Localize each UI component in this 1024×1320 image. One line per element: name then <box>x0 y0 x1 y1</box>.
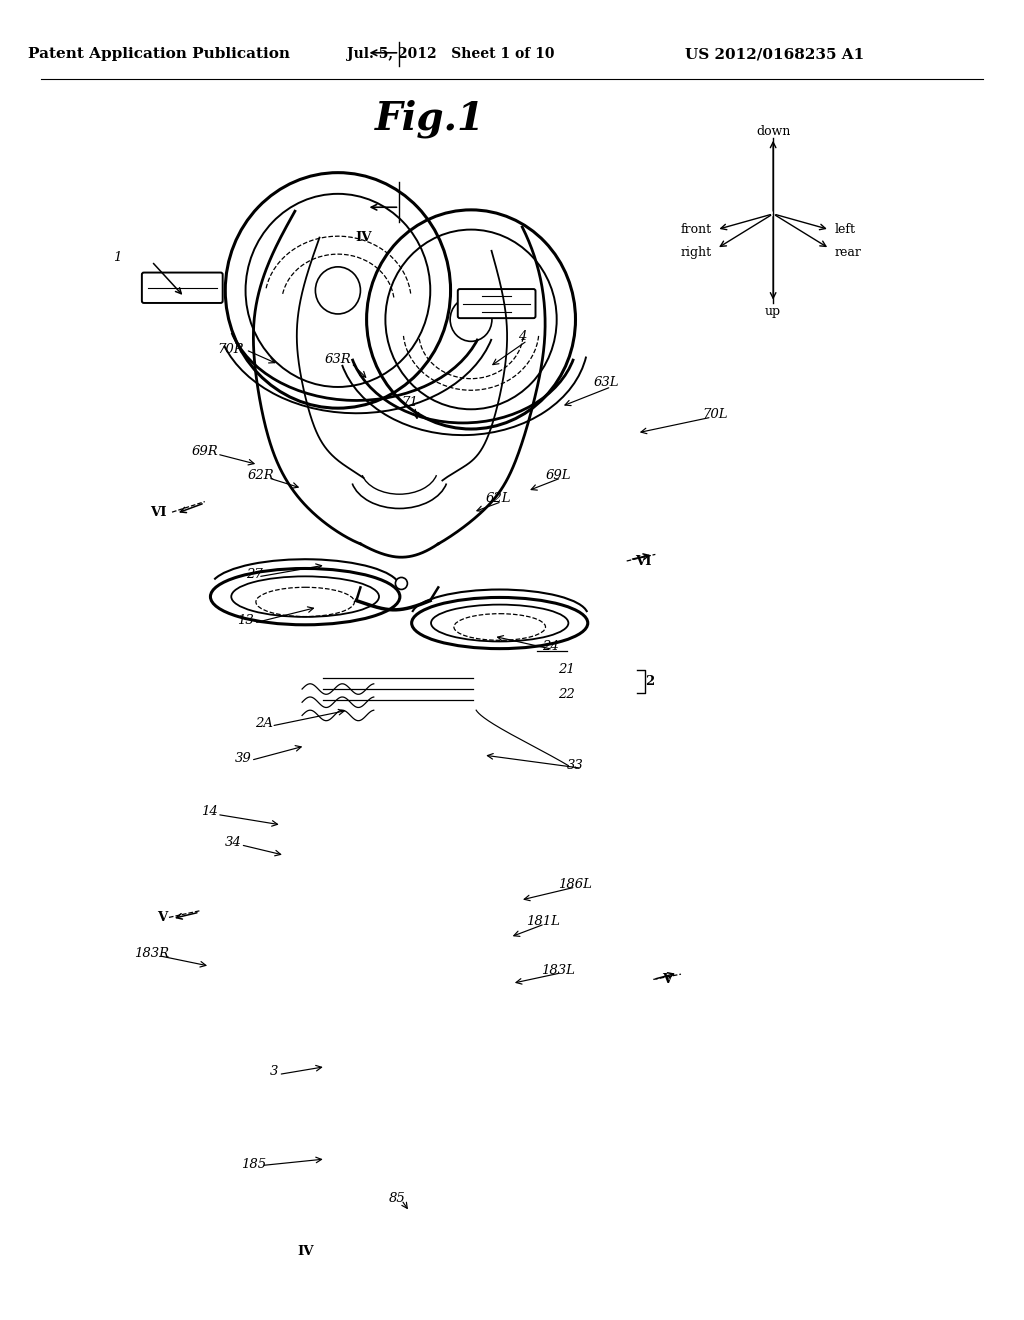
Text: down: down <box>756 124 791 137</box>
Text: 69R: 69R <box>191 445 218 458</box>
Text: 71: 71 <box>401 396 418 409</box>
Text: 4: 4 <box>518 330 526 343</box>
Text: VI: VI <box>635 554 651 568</box>
Text: 69L: 69L <box>546 469 570 482</box>
Text: front: front <box>680 223 712 236</box>
Text: rear: rear <box>835 247 861 259</box>
FancyBboxPatch shape <box>142 272 222 304</box>
Text: V: V <box>663 973 673 986</box>
Text: 70L: 70L <box>702 408 727 421</box>
Text: 62L: 62L <box>486 492 511 506</box>
Text: 39: 39 <box>236 752 252 766</box>
Text: US 2012/0168235 A1: US 2012/0168235 A1 <box>684 48 864 61</box>
Text: 70R: 70R <box>217 343 244 356</box>
Text: Patent Application Publication: Patent Application Publication <box>28 48 290 61</box>
Text: 62R: 62R <box>248 469 274 482</box>
Text: 85: 85 <box>389 1192 406 1205</box>
Text: 13: 13 <box>238 614 254 627</box>
Text: 183L: 183L <box>541 964 575 977</box>
Text: 63L: 63L <box>594 376 618 389</box>
Text: IV: IV <box>355 231 372 244</box>
Text: right: right <box>680 247 712 259</box>
Text: 2: 2 <box>645 675 655 688</box>
Text: 1: 1 <box>114 251 122 264</box>
Circle shape <box>395 577 408 590</box>
Text: Fig.1: Fig.1 <box>375 99 485 139</box>
Text: V: V <box>157 911 167 924</box>
Text: 183R: 183R <box>134 946 169 960</box>
Text: 3: 3 <box>270 1065 279 1078</box>
Text: 14: 14 <box>202 805 218 818</box>
Text: 21: 21 <box>558 663 574 676</box>
Text: 181L: 181L <box>525 915 560 928</box>
Text: 22: 22 <box>558 688 574 701</box>
Text: IV: IV <box>297 1245 313 1258</box>
Text: 34: 34 <box>225 836 242 849</box>
Text: 185: 185 <box>242 1158 266 1171</box>
Text: 2A: 2A <box>255 717 273 730</box>
Text: left: left <box>835 223 856 236</box>
Text: up: up <box>765 305 781 318</box>
Text: 24: 24 <box>543 640 559 653</box>
FancyBboxPatch shape <box>458 289 536 318</box>
Text: VI: VI <box>151 506 167 519</box>
Text: 63R: 63R <box>325 352 351 366</box>
Text: 186L: 186L <box>558 878 593 891</box>
Text: Jul. 5, 2012   Sheet 1 of 10: Jul. 5, 2012 Sheet 1 of 10 <box>347 48 554 61</box>
Text: 33: 33 <box>567 759 584 772</box>
Text: 27: 27 <box>246 568 262 581</box>
